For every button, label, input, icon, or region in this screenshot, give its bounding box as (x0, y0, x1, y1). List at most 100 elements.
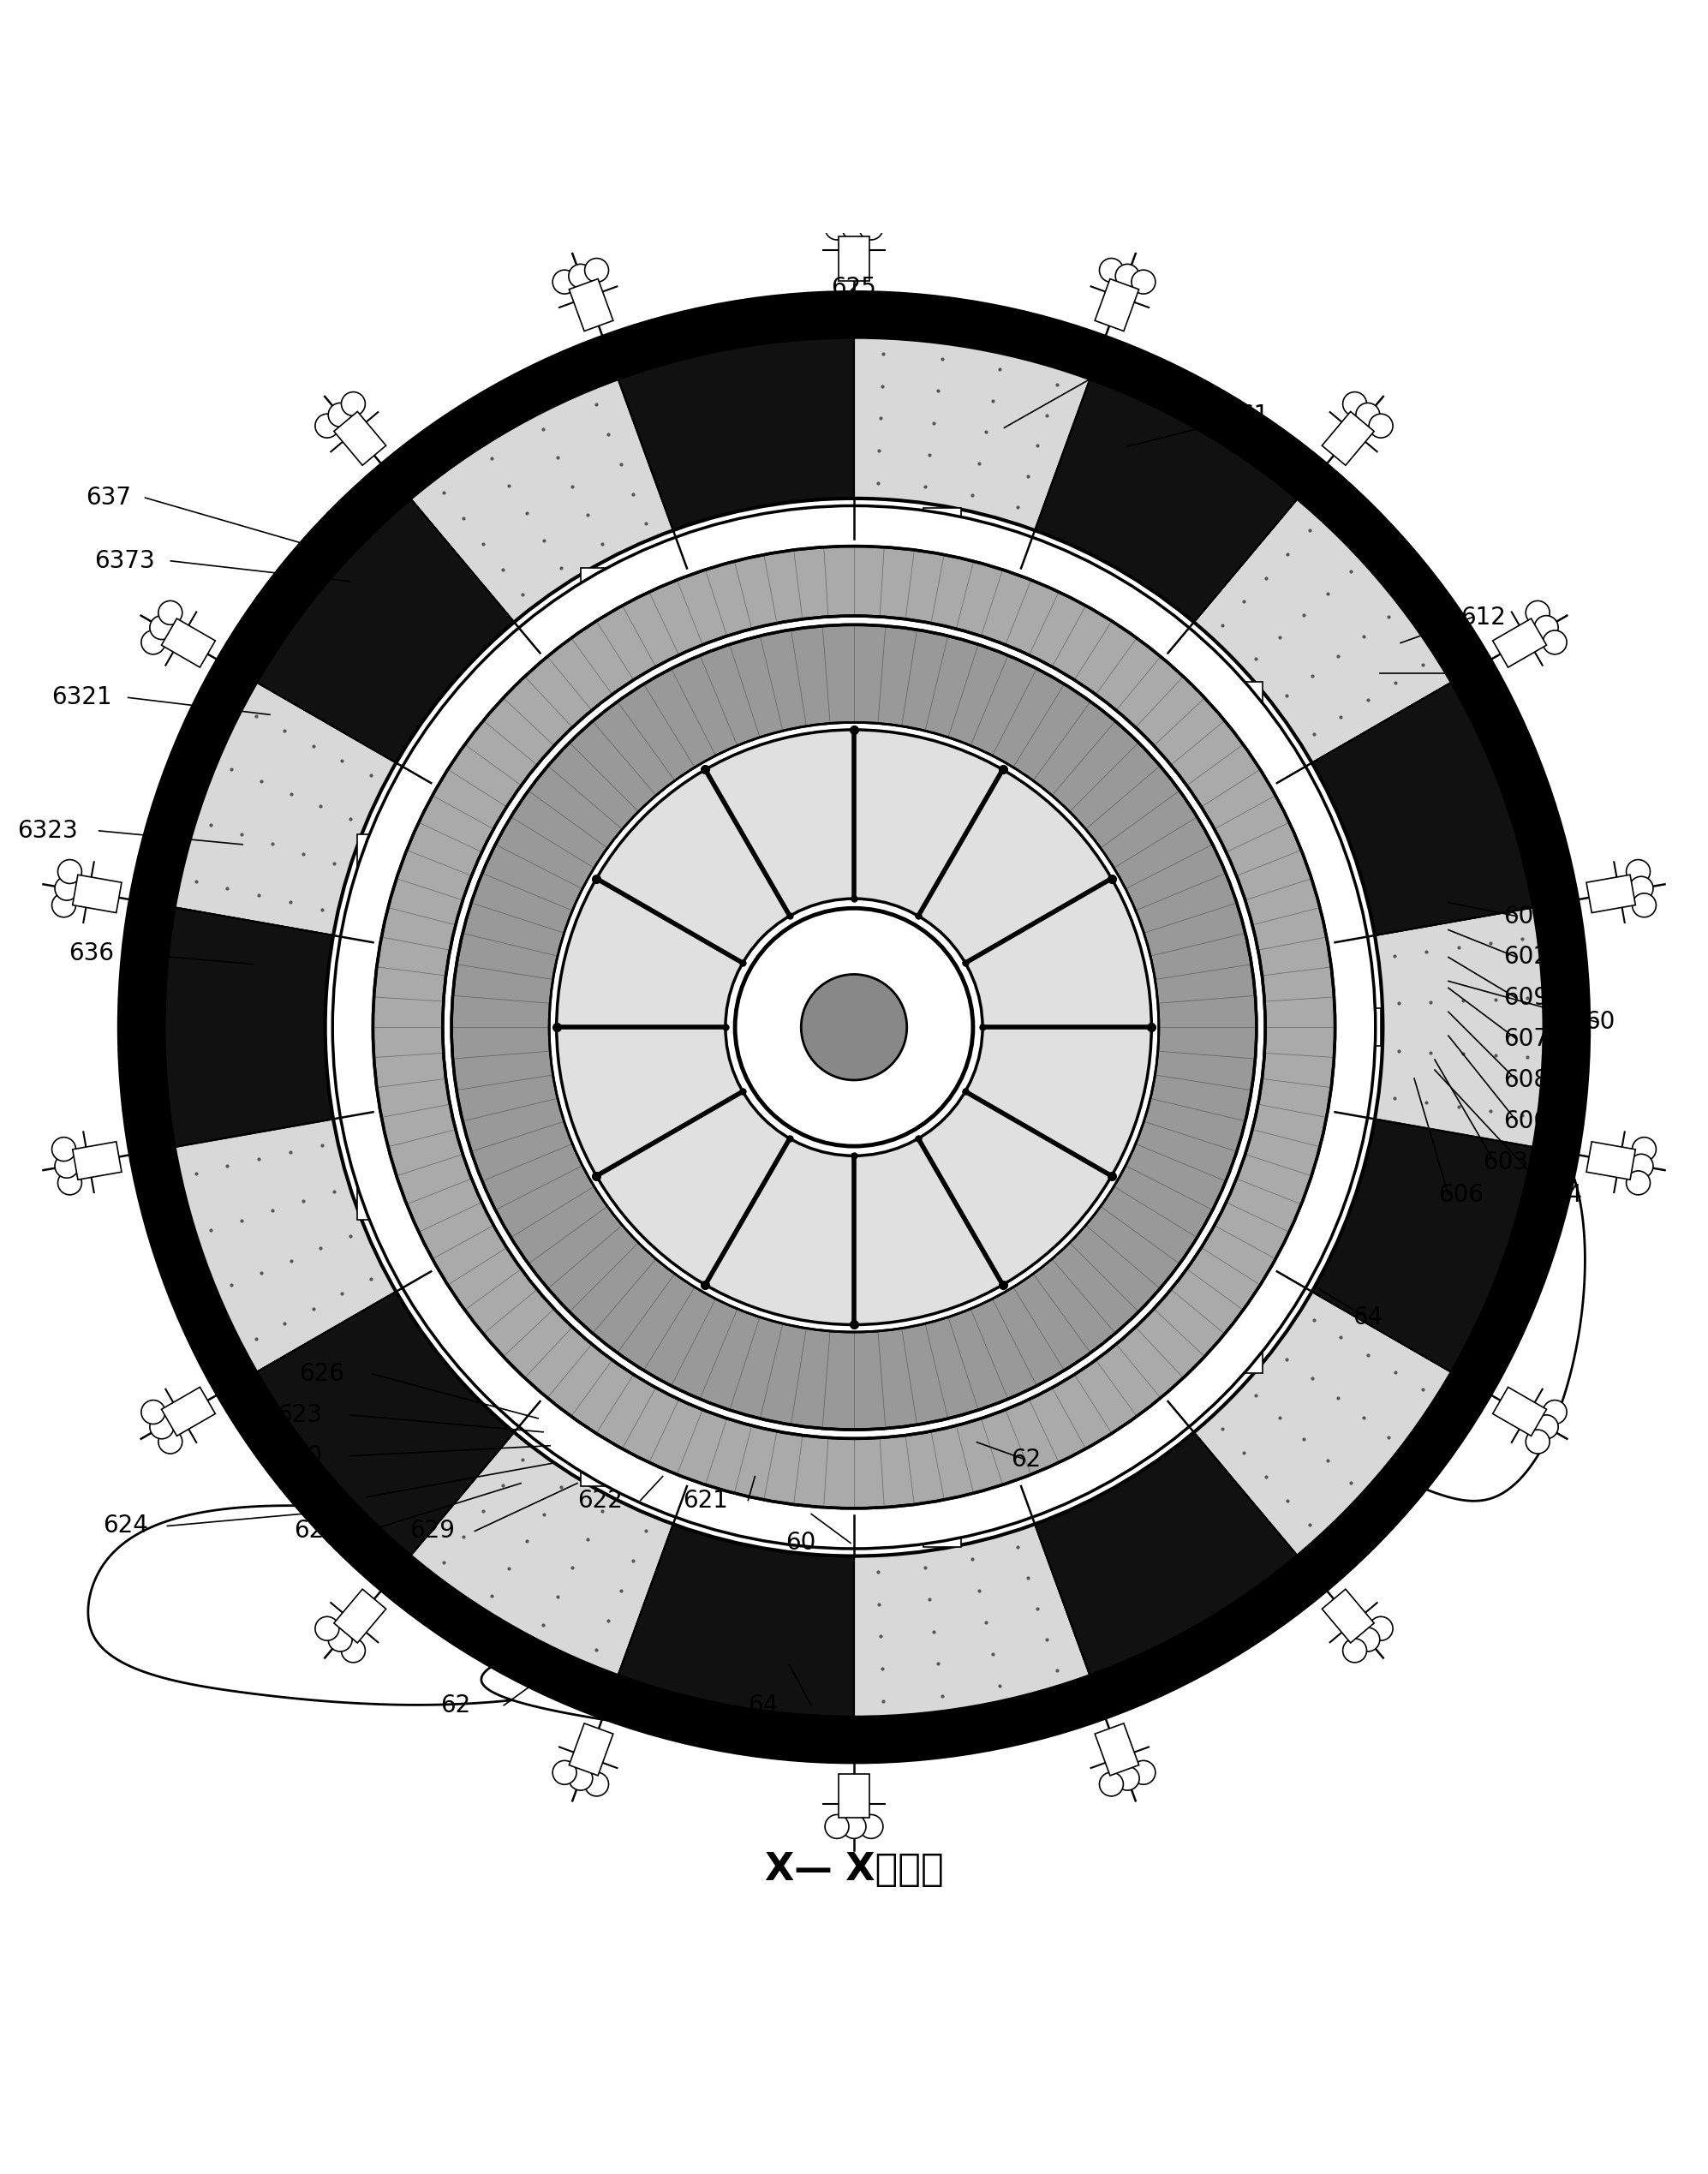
Circle shape (1368, 1617, 1392, 1641)
Circle shape (1342, 1639, 1366, 1663)
Wedge shape (596, 1091, 789, 1285)
Text: 637: 637 (85, 485, 132, 509)
Wedge shape (174, 683, 396, 935)
Circle shape (842, 215, 866, 239)
Bar (72, 1141, 121, 1180)
Text: 6373: 6373 (94, 550, 154, 574)
Polygon shape (89, 1507, 798, 1704)
Circle shape (159, 600, 183, 624)
Text: 91: 91 (1460, 661, 1491, 685)
Wedge shape (854, 730, 1003, 915)
Circle shape (328, 402, 352, 426)
Circle shape (1633, 1137, 1657, 1161)
Circle shape (55, 1154, 79, 1178)
Circle shape (164, 337, 1544, 1717)
FancyBboxPatch shape (1225, 683, 1262, 720)
Polygon shape (1052, 1124, 1585, 1500)
Wedge shape (164, 907, 333, 1148)
Circle shape (342, 1639, 366, 1663)
Wedge shape (965, 878, 1151, 1028)
Circle shape (1542, 1400, 1566, 1424)
Wedge shape (557, 878, 743, 1028)
Circle shape (569, 1767, 593, 1791)
Circle shape (734, 909, 974, 1146)
Text: 621: 621 (683, 1489, 729, 1513)
FancyBboxPatch shape (581, 567, 618, 607)
Wedge shape (557, 1028, 743, 1176)
Circle shape (1115, 263, 1139, 287)
Bar (1095, 278, 1139, 330)
Wedge shape (410, 1433, 673, 1676)
Bar (1493, 617, 1546, 667)
Text: 608: 608 (1503, 1067, 1549, 1091)
Circle shape (584, 259, 608, 283)
Circle shape (1629, 876, 1653, 900)
Circle shape (55, 876, 79, 900)
Bar (1322, 1589, 1375, 1644)
Bar (839, 1774, 869, 1817)
Circle shape (584, 1772, 608, 1796)
Wedge shape (705, 1139, 854, 1324)
Circle shape (825, 215, 849, 239)
Text: 6323: 6323 (17, 820, 77, 844)
Circle shape (142, 1400, 166, 1424)
Text: 628: 628 (294, 1485, 340, 1509)
Circle shape (1342, 391, 1366, 415)
Text: 60: 60 (1585, 1011, 1616, 1035)
Wedge shape (1035, 378, 1298, 622)
Text: 612: 612 (1460, 604, 1506, 628)
Text: 62: 62 (1011, 1448, 1042, 1472)
FancyBboxPatch shape (924, 509, 962, 546)
Circle shape (142, 630, 166, 654)
Wedge shape (618, 1524, 854, 1717)
Bar (1095, 1724, 1139, 1776)
Circle shape (1131, 1761, 1155, 1785)
Circle shape (1100, 259, 1124, 283)
Bar (162, 1387, 215, 1437)
Circle shape (150, 1415, 174, 1439)
Bar (333, 1589, 386, 1644)
Bar (569, 278, 613, 330)
Wedge shape (1194, 498, 1452, 763)
Text: 627: 627 (294, 1520, 340, 1544)
Wedge shape (256, 1291, 514, 1557)
Circle shape (1525, 1430, 1549, 1454)
Wedge shape (919, 1091, 1112, 1285)
Bar (72, 874, 121, 913)
Bar (333, 411, 386, 465)
FancyBboxPatch shape (1225, 1335, 1262, 1372)
Wedge shape (854, 1139, 1003, 1324)
Text: 624: 624 (102, 1513, 149, 1537)
Text: 60: 60 (786, 1530, 816, 1554)
Text: 606: 606 (1438, 1183, 1484, 1207)
Circle shape (372, 546, 1336, 1509)
Wedge shape (410, 378, 673, 622)
Bar (1587, 874, 1636, 913)
Circle shape (1368, 413, 1392, 437)
Circle shape (1115, 1767, 1139, 1791)
Circle shape (58, 859, 82, 883)
Circle shape (842, 1815, 866, 1839)
Circle shape (120, 293, 1588, 1761)
Wedge shape (1312, 683, 1534, 935)
Wedge shape (965, 1028, 1151, 1176)
Circle shape (553, 1761, 577, 1785)
FancyBboxPatch shape (357, 835, 395, 872)
Text: 62: 62 (441, 1694, 471, 1717)
Circle shape (316, 1617, 340, 1641)
Text: 602: 602 (1503, 946, 1549, 970)
Text: 601: 601 (1503, 904, 1549, 928)
Wedge shape (1312, 1120, 1534, 1372)
Text: 64: 64 (748, 1694, 779, 1717)
Wedge shape (854, 337, 1090, 530)
Circle shape (1525, 600, 1549, 624)
Text: 625: 625 (832, 276, 876, 300)
Bar (1322, 411, 1375, 465)
Text: 609: 609 (1503, 987, 1549, 1011)
Circle shape (328, 1628, 352, 1652)
Circle shape (1131, 270, 1155, 293)
Circle shape (316, 413, 340, 437)
Text: X— X处截面: X— X处截面 (765, 1850, 943, 1887)
Circle shape (553, 270, 577, 293)
FancyBboxPatch shape (1344, 1009, 1382, 1046)
